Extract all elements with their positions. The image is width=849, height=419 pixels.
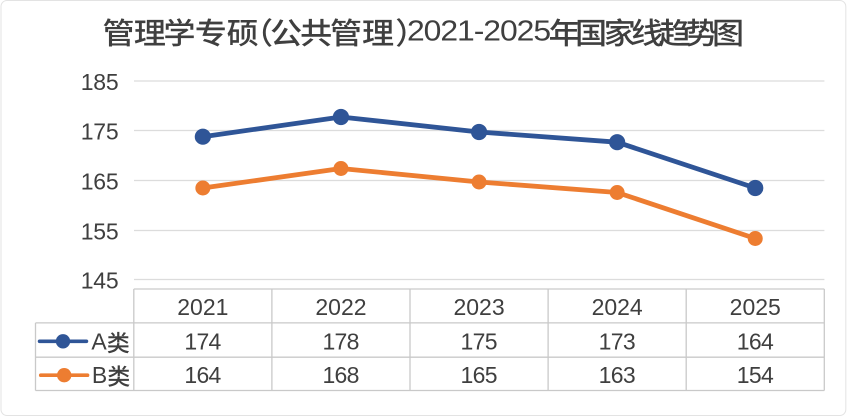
svg-text:175: 175 xyxy=(461,329,498,355)
svg-text:185: 185 xyxy=(81,69,119,95)
svg-text:175: 175 xyxy=(81,119,119,145)
svg-text:2024: 2024 xyxy=(592,294,643,320)
svg-text:2021: 2021 xyxy=(177,294,228,320)
svg-text:178: 178 xyxy=(322,329,359,355)
svg-text:174: 174 xyxy=(184,329,221,355)
svg-text:A: A xyxy=(91,329,107,355)
svg-text:165: 165 xyxy=(81,169,119,195)
svg-text:B: B xyxy=(92,362,107,388)
svg-text:2025: 2025 xyxy=(730,294,781,320)
svg-text:145: 145 xyxy=(81,268,119,294)
svg-text:164: 164 xyxy=(737,329,774,355)
svg-text:163: 163 xyxy=(599,362,636,388)
svg-text:2022: 2022 xyxy=(315,294,366,320)
svg-text:173: 173 xyxy=(599,329,636,355)
svg-text:164: 164 xyxy=(184,362,221,388)
svg-text:168: 168 xyxy=(322,362,359,388)
svg-text:154: 154 xyxy=(737,362,774,388)
svg-text:165: 165 xyxy=(461,362,498,388)
svg-text:155: 155 xyxy=(81,219,119,245)
svg-text:2023: 2023 xyxy=(453,294,504,320)
svg-text:2021-2025: 2021-2025 xyxy=(407,15,551,47)
